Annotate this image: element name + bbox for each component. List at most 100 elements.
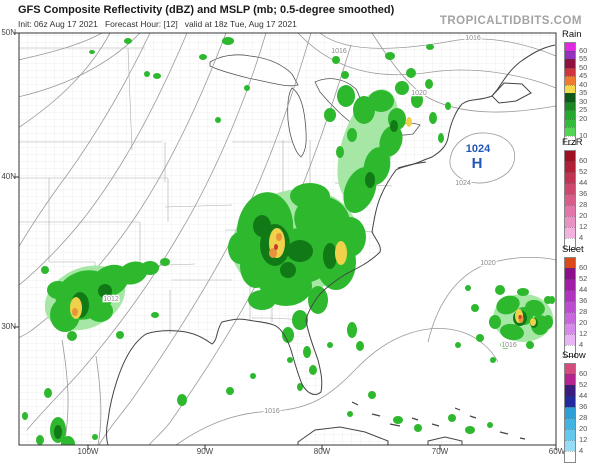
reflectivity-layer — [22, 37, 555, 445]
reflectivity-cell — [445, 102, 451, 110]
reflectivity-cell — [303, 346, 311, 358]
reflectivity-cell — [496, 295, 520, 315]
colorbar-segment: 12 — [565, 323, 587, 338]
reflectivity-cell — [356, 341, 364, 351]
reflectivity-cell — [414, 424, 422, 432]
colorbar-tick-label: 35 — [579, 88, 588, 97]
colorbar-segment: 36 — [565, 183, 587, 198]
legend-title: FrzR — [562, 137, 583, 148]
colorbar-tick-label: 45 — [579, 71, 588, 80]
colorbar-tick-label: 28 — [579, 413, 588, 422]
colorbar-segment: 28 — [565, 301, 587, 316]
reflectivity-cell — [471, 304, 479, 312]
colorbar-tick-label: 60 — [579, 263, 588, 272]
reflectivity-cell — [67, 331, 77, 341]
isobar-label: 1012 — [103, 296, 119, 303]
colorbar-tick-label: 4 — [579, 446, 584, 455]
long-island — [397, 161, 427, 169]
reflectivity-cell — [426, 44, 434, 50]
colorbar-segment: 4 — [565, 334, 583, 349]
colorbar-segment: 10 — [565, 127, 587, 139]
reflectivity-cell — [47, 281, 69, 299]
colorbar-segment: 40 — [565, 76, 587, 88]
reflectivity-cell — [282, 327, 294, 343]
isobar-label: 1024 — [455, 180, 471, 187]
reflectivity-cell — [335, 241, 347, 265]
colorbar-segment: 12 — [565, 216, 587, 231]
reflectivity-cell — [290, 183, 330, 209]
reflectivity-cell — [54, 425, 62, 439]
reflectivity-cell — [41, 266, 49, 274]
cuba — [297, 426, 389, 445]
colorbar-segment: 44 — [565, 172, 587, 187]
colorbar-tick-label: 52 — [579, 274, 588, 283]
colorbar-segment: 60 — [565, 364, 587, 378]
reflectivity-cell — [544, 296, 552, 304]
colorbar-tick-label: 25 — [579, 105, 588, 114]
reflectivity-cell — [253, 215, 271, 237]
lon-label: 60W — [548, 447, 566, 456]
colorbar-segment: 44 — [565, 385, 587, 400]
axis-ticks — [14, 32, 557, 450]
reflectivity-cell — [309, 365, 317, 375]
colorbar-tick-label: 12 — [579, 329, 588, 338]
reflectivity-cell — [280, 262, 296, 278]
colorbar-tick-label: 60 — [579, 156, 588, 165]
reflectivity-cell — [222, 37, 234, 45]
colorbar-tick-label: 36 — [579, 402, 588, 411]
reflectivity-cell — [336, 146, 344, 158]
reflectivity-cell — [153, 73, 161, 79]
reflectivity-cell — [287, 357, 293, 363]
tropicaltidbits-watermark: TROPICALTIDBITS.COM — [439, 15, 582, 27]
reflectivity-cell — [22, 412, 28, 420]
colorbar-tick-label: 20 — [579, 113, 588, 123]
reflectivity-cell — [353, 96, 375, 124]
colorbar-segment: 44 — [565, 279, 587, 294]
reflectivity-cell — [124, 38, 132, 44]
reflectivity-cell — [500, 323, 524, 341]
reflectivity-cell — [406, 68, 416, 78]
colorbar-tick-label: 60 — [579, 369, 588, 378]
legend-sleet: Sleet 60 52 44 36 28 20 12 4 — [560, 244, 600, 357]
reflectivity-cell — [390, 120, 398, 132]
reflectivity-cell — [215, 117, 221, 123]
reflectivity-cell — [36, 435, 44, 445]
lon-label: 70W — [431, 447, 449, 456]
reflectivity-cell — [530, 318, 536, 326]
run-info: Init: 06z Aug 17 2021 Forecast Hour: [12… — [18, 19, 297, 29]
reflectivity-cell — [116, 331, 124, 339]
reflectivity-cell — [276, 233, 282, 241]
reflectivity-cell — [347, 411, 353, 417]
colorbar-segment: 20 — [565, 418, 587, 433]
legend-rain: Rain 60 55 50 45 40 35 30 25 20 10 — [560, 29, 600, 145]
reflectivity-cell — [332, 56, 340, 64]
reflectivity-cell — [526, 341, 534, 349]
reflectivity-cell — [89, 50, 95, 54]
legend-title: Snow — [562, 350, 586, 361]
colorbar-tick-label: 44 — [579, 391, 588, 400]
colorbar-segment: 36 — [565, 396, 587, 411]
colorbar-segment: 60 — [565, 151, 587, 165]
colorbar-tick-label: 20 — [579, 424, 588, 433]
reflectivity-cell — [297, 383, 303, 391]
reflectivity-cell — [425, 79, 433, 89]
legend-title: Sleet — [562, 244, 584, 255]
colorbar-tick-label: 50 — [579, 62, 588, 72]
colorbar-segment: 45 — [565, 67, 587, 80]
isobar-label: 1020 — [411, 90, 427, 97]
page-title: GFS Composite Reflectivity (dBZ) and MSL… — [18, 4, 395, 16]
colorbar-segment: 25 — [565, 101, 587, 114]
colorbar-segment: 55 — [565, 50, 587, 63]
colorbar-tick-label: 10 — [579, 130, 588, 140]
colorbar-segment — [565, 451, 575, 462]
high-value: 1024 — [466, 143, 491, 155]
reflectivity-cell — [44, 388, 52, 398]
colorbar-segment: 35 — [565, 84, 587, 97]
legend-snow: Snow 60 52 44 36 28 20 12 4 — [560, 350, 600, 463]
colorbar-segment — [565, 345, 575, 356]
lon-label: 100W — [77, 447, 99, 456]
reflectivity-cell — [308, 286, 328, 314]
reflectivity-cell — [160, 258, 170, 266]
